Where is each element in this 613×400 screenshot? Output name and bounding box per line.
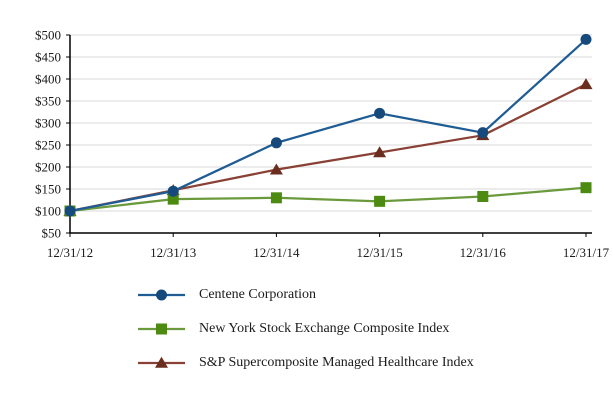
stock-performance-plot: $50 $100 $150 $200 $250 $300 $350 $400 $450 $500 1…: [35, 28, 610, 261]
data-point-new-york-stock-exchange-composite-index: [167, 193, 179, 205]
x-tick-label: 12/31/17: [563, 245, 610, 260]
y-tick-label: $300: [35, 116, 61, 131]
data-point-centene-corporation: [374, 107, 386, 119]
data-point-centene-corporation: [477, 127, 489, 139]
legend-item-centene: Centene Corporation: [138, 287, 474, 303]
y-tick-label: $100: [35, 204, 61, 219]
x-tick-label: 12/31/13: [150, 245, 196, 260]
square-marker-icon: [138, 323, 185, 335]
data-point-s-p-supercomposite-managed-healthcare-index: [269, 163, 283, 175]
legend-marker-shape: [156, 323, 167, 335]
x-tick-label: 12/31/15: [356, 245, 402, 260]
data-point-new-york-stock-exchange-composite-index: [270, 192, 282, 204]
data-point-centene-corporation: [580, 33, 592, 45]
legend-label: New York Stock Exchange Composite Index: [199, 321, 450, 336]
legend-label: S&P Supercomposite Managed Healthcare In…: [199, 355, 474, 370]
data-point-s-p-supercomposite-managed-healthcare-index: [579, 78, 593, 90]
y-tick-label: $50: [42, 226, 62, 241]
series-line-new-york-stock-exchange-composite-index: [69, 186, 587, 213]
data-point-centene-corporation: [64, 205, 76, 217]
legend-marker-shape: [155, 356, 168, 368]
data-point-new-york-stock-exchange-composite-index: [580, 182, 592, 194]
y-tick-label: $350: [35, 94, 61, 109]
data-point-new-york-stock-exchange-composite-index: [477, 190, 489, 202]
circle-marker-icon: [138, 289, 185, 301]
x-tick-label: 12/31/14: [253, 245, 300, 260]
y-tick-label: $500: [35, 28, 61, 43]
chart-legend: Centene Corporation New York Stock Excha…: [138, 287, 474, 389]
y-tick-label: $150: [35, 182, 61, 197]
data-point-new-york-stock-exchange-composite-index: [374, 195, 386, 207]
y-tick-label: $200: [35, 160, 61, 175]
data-point-centene-corporation: [167, 185, 179, 197]
legend-label: Centene Corporation: [199, 287, 317, 302]
legend-marker-shape: [156, 289, 167, 301]
y-tick-label: $250: [35, 138, 61, 153]
y-tick-label: $450: [35, 50, 61, 65]
series-line-s-p-supercomposite-managed-healthcare-index: [69, 83, 587, 213]
series-line-centene-corporation: [69, 38, 587, 213]
data-point-centene-corporation: [270, 137, 282, 149]
x-tick-label: 12/31/16: [460, 245, 507, 260]
legend-item-sp-managed-healthcare: S&P Supercomposite Managed Healthcare In…: [138, 355, 474, 371]
x-tick-label: 12/31/12: [47, 245, 93, 260]
triangle-marker-icon: [138, 356, 185, 368]
y-tick-label: $400: [35, 72, 61, 87]
legend-item-nyse-composite: New York Stock Exchange Composite Index: [138, 321, 474, 337]
data-point-s-p-supercomposite-managed-healthcare-index: [373, 146, 387, 158]
